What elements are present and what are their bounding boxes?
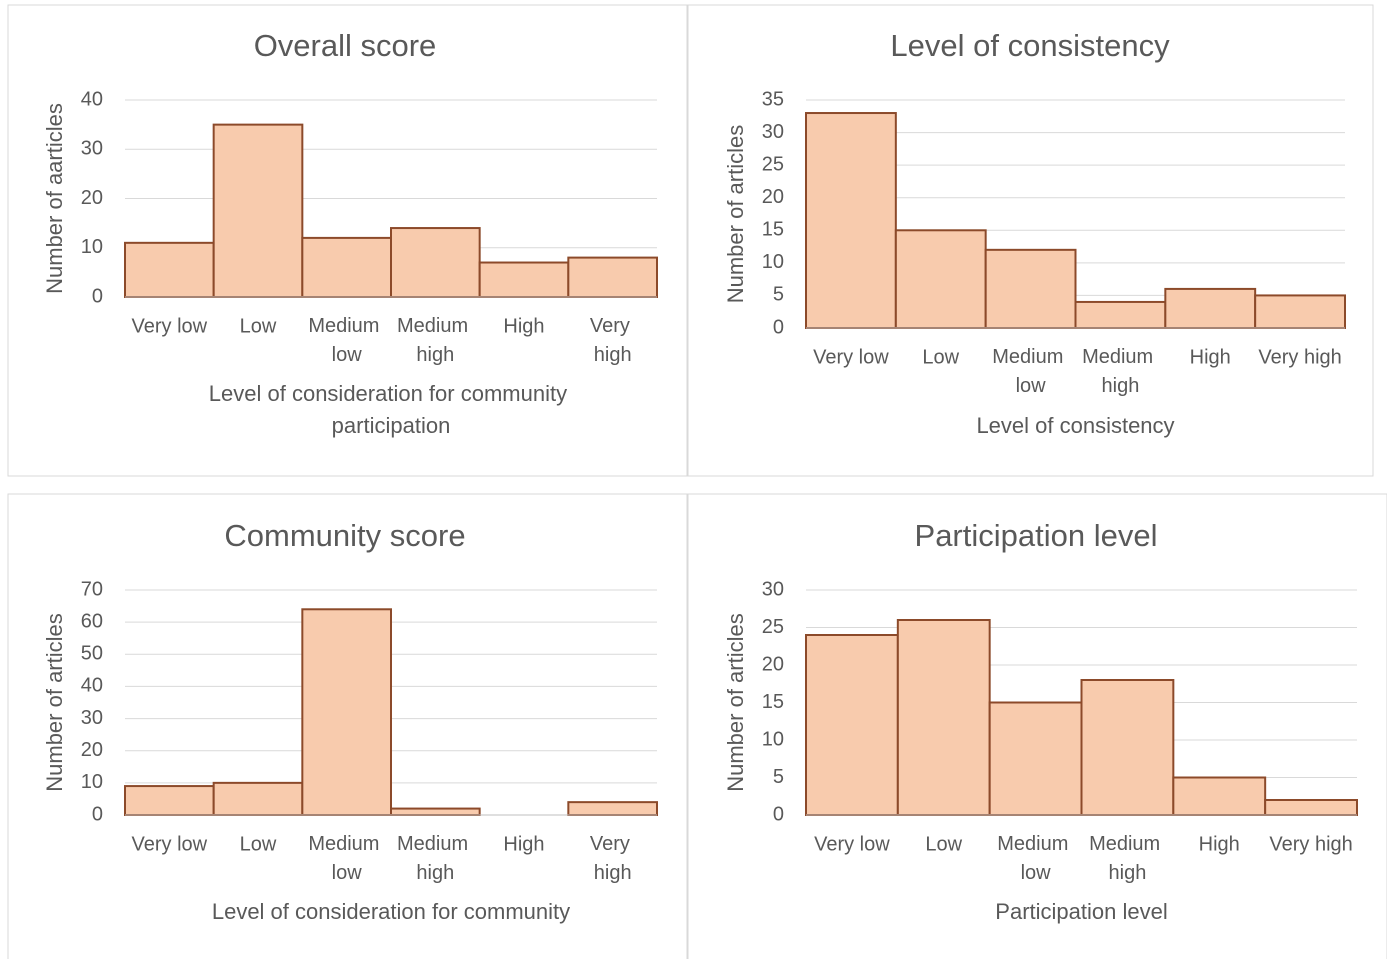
y-tick-label: 70 xyxy=(81,578,103,600)
bar xyxy=(1172,776,1267,816)
y-axis-title: Number of articles xyxy=(723,613,748,792)
x-tick-label: Medium low xyxy=(997,833,1074,884)
y-tick-label: 5 xyxy=(773,766,784,788)
bar xyxy=(1264,799,1358,816)
panel xyxy=(687,4,1374,477)
y-axis-title: Number of articles xyxy=(42,613,67,792)
x-axis-title: Level of consideration for community xyxy=(212,899,570,924)
x-tick-label: Very low xyxy=(814,833,890,855)
y-tick-label: 5 xyxy=(773,284,784,306)
x-tick-label: Very low xyxy=(132,315,208,337)
bar xyxy=(984,248,1077,329)
x-tick-label: Medium high xyxy=(397,833,474,884)
bar xyxy=(567,256,658,299)
x-tick-label: Medium low xyxy=(308,315,385,366)
x-tick-label: Medium low xyxy=(992,346,1069,397)
bar xyxy=(1254,294,1346,329)
bar xyxy=(301,236,393,298)
bar xyxy=(301,608,393,816)
y-tick-label: 40 xyxy=(81,675,103,697)
y-tick-label: 10 xyxy=(81,771,103,793)
y-tick-label: 20 xyxy=(81,739,103,761)
y-tick-label: 0 xyxy=(92,285,103,307)
bar xyxy=(988,701,1083,816)
bar xyxy=(567,801,658,817)
y-tick-label: 20 xyxy=(762,186,784,208)
x-tick-label: Very low xyxy=(132,833,208,855)
bar xyxy=(390,807,481,816)
y-axis-title: Number of articles xyxy=(723,125,748,304)
y-tick-label: 50 xyxy=(81,643,103,665)
bar xyxy=(894,229,987,330)
bar xyxy=(124,241,215,298)
x-tick-label: High xyxy=(503,833,544,855)
y-tick-label: 0 xyxy=(773,316,784,338)
panel xyxy=(7,493,688,959)
panel xyxy=(687,493,1387,959)
bar xyxy=(896,619,991,816)
bar xyxy=(805,112,897,330)
x-tick-label: High xyxy=(1199,833,1240,855)
bar xyxy=(124,785,215,816)
x-tick-label: Low xyxy=(925,833,962,855)
y-tick-label: 0 xyxy=(92,803,103,825)
bar xyxy=(1080,679,1175,816)
x-tick-label: High xyxy=(1190,346,1231,368)
y-tick-label: 10 xyxy=(762,251,784,273)
x-tick-label: Low xyxy=(240,833,277,855)
panel xyxy=(7,4,688,477)
y-tick-label: 0 xyxy=(773,803,784,825)
y-tick-label: 25 xyxy=(762,153,784,175)
x-axis-title: Level of consideration for community par… xyxy=(209,381,573,438)
x-tick-label: Very high xyxy=(590,315,636,366)
y-tick-label: 35 xyxy=(762,88,784,110)
x-tick-label: Low xyxy=(240,315,277,337)
x-tick-label: Very high xyxy=(590,833,636,884)
x-tick-label: High xyxy=(503,315,544,337)
bar xyxy=(805,634,899,816)
y-tick-label: 10 xyxy=(762,728,784,750)
y-tick-label: 25 xyxy=(762,616,784,638)
x-tick-label: Low xyxy=(922,346,959,368)
x-axis-title: Participation level xyxy=(995,899,1167,924)
chart-title: Participation level xyxy=(915,518,1158,553)
bar xyxy=(1074,300,1167,330)
chart-title: Overall score xyxy=(254,28,437,63)
y-tick-label: 15 xyxy=(762,691,784,713)
y-tick-label: 15 xyxy=(762,219,784,241)
y-tick-label: 30 xyxy=(81,707,103,729)
x-tick-label: Medium high xyxy=(1082,346,1159,397)
bar xyxy=(390,227,481,298)
y-tick-label: 20 xyxy=(81,187,103,209)
bar xyxy=(478,261,570,298)
x-tick-label: Medium low xyxy=(308,833,385,884)
y-tick-label: 30 xyxy=(81,138,103,160)
bar xyxy=(212,123,304,298)
x-tick-label: Very high xyxy=(1258,346,1341,368)
y-tick-label: 30 xyxy=(762,121,784,143)
x-axis-title: Level of consistency xyxy=(976,413,1174,438)
chart-title: Level of consistency xyxy=(890,28,1170,63)
y-tick-label: 20 xyxy=(762,653,784,675)
y-tick-label: 10 xyxy=(81,236,103,258)
x-tick-label: Medium high xyxy=(1089,833,1166,884)
y-axis-title: Number of aarticles xyxy=(42,103,67,294)
x-tick-label: Very low xyxy=(813,346,889,368)
x-tick-label: Medium high xyxy=(397,315,474,366)
y-tick-label: 30 xyxy=(762,578,784,600)
bar xyxy=(212,781,304,816)
y-tick-label: 60 xyxy=(81,610,103,632)
y-tick-label: 40 xyxy=(81,88,103,110)
x-tick-label: Very high xyxy=(1269,833,1352,855)
chart-title: Community score xyxy=(224,518,465,553)
bar xyxy=(1164,287,1257,329)
